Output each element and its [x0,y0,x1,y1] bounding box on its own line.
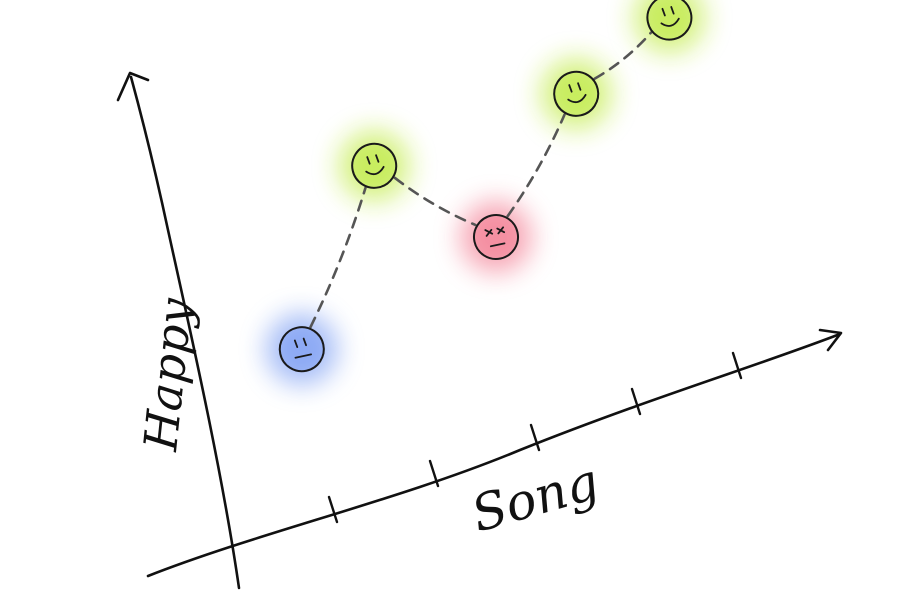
point-glow [540,57,613,130]
series-segment [393,176,477,227]
point-glows [265,0,706,386]
data-points [278,0,693,373]
x-tick [529,423,541,452]
point-glow [460,201,532,273]
x-axis-label: Song [465,452,605,543]
point-glow [338,129,411,202]
x-ticks [327,351,743,524]
series-line [309,31,653,329]
data-point-happy-face [553,70,600,117]
y-axis-arrowhead [116,71,150,102]
series-segment [506,113,566,218]
x-axis-arrowhead [818,328,843,352]
x-tick [327,495,339,524]
point-glow [265,313,338,386]
x-axis [146,332,842,578]
data-point-angry-face [473,214,519,260]
series-segment [593,31,653,80]
data-point-happy-face [351,142,398,189]
data-point-happy-face [646,0,693,41]
series-segment [309,186,367,329]
y-axis [129,75,241,590]
data-point-neutral-face [278,326,325,373]
x-tick [428,459,440,488]
y-axis-label: Happy [133,295,203,454]
x-tick [731,351,743,380]
x-tick [630,387,642,416]
